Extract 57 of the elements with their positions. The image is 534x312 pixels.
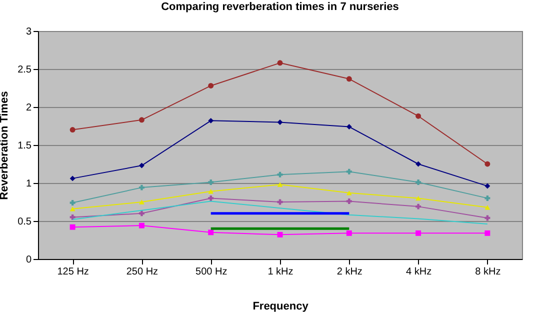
y-tick-label: 0	[26, 254, 32, 266]
y-tick-label: 0.5	[18, 216, 32, 228]
y-tick-label: 1	[26, 178, 32, 190]
point	[484, 230, 490, 236]
point	[346, 168, 352, 174]
point	[208, 195, 214, 201]
point	[484, 204, 490, 210]
point	[138, 200, 144, 204]
point	[484, 161, 490, 167]
point	[346, 190, 352, 196]
point	[70, 200, 76, 206]
point	[277, 182, 283, 187]
point	[346, 76, 352, 82]
y-tick-label: 3	[26, 26, 32, 38]
point	[138, 184, 144, 190]
point	[208, 118, 214, 124]
point	[277, 232, 283, 238]
point	[416, 204, 422, 210]
y-tick-label: 2.5	[18, 64, 32, 76]
point	[70, 176, 76, 182]
x-tick-label: 125 Hz	[57, 266, 89, 278]
point	[484, 215, 490, 221]
point	[346, 230, 352, 236]
point	[416, 230, 422, 236]
point	[208, 230, 214, 236]
point	[346, 198, 352, 204]
x-tick-label: 4 kHz	[406, 266, 432, 278]
point	[416, 113, 422, 119]
point	[70, 206, 76, 212]
y-tick-label: 1.5	[18, 140, 32, 152]
x-axis-title: Frequency	[252, 300, 310, 312]
x-tick-label: 8 kHz	[475, 266, 501, 278]
point	[484, 195, 490, 201]
x-tick-label: 2 kHz	[336, 266, 362, 278]
point	[208, 188, 214, 194]
point	[484, 183, 490, 189]
point	[70, 127, 76, 133]
point	[70, 214, 76, 220]
point	[138, 162, 144, 168]
point	[416, 180, 422, 185]
point	[277, 119, 283, 125]
y-axis-title: Reverberation Times	[0, 91, 11, 200]
point	[138, 222, 144, 228]
point	[416, 161, 422, 167]
x-tick-label: 250 Hz	[126, 266, 158, 278]
x-tick-label: 1 kHz	[268, 266, 294, 278]
point	[208, 180, 214, 185]
point	[277, 60, 283, 66]
x-tick-label: 500 Hz	[196, 266, 228, 278]
point	[346, 124, 352, 130]
point	[70, 224, 76, 230]
point	[416, 196, 422, 201]
y-tick-label: 2	[26, 102, 32, 114]
point	[138, 117, 144, 123]
point	[208, 82, 214, 88]
chart-title: Comparing reverberation times in 7 nurseries	[161, 1, 399, 13]
point	[138, 210, 144, 216]
